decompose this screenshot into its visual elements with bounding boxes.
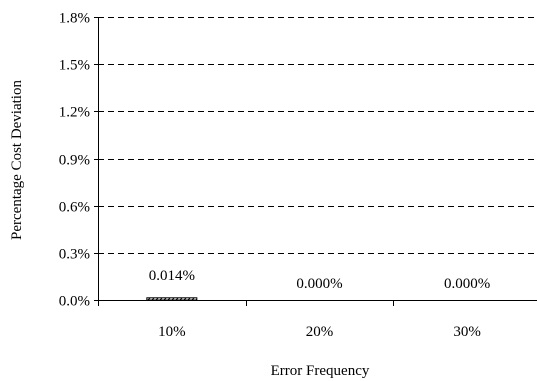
x-tick-labels: 10% 20% 30% (158, 324, 481, 340)
axes (94, 17, 537, 306)
y-tick-label-6: 1.8% (59, 11, 90, 27)
data-labels: 0.014% 0.000% 0.000% (149, 268, 491, 292)
y-axis-title: Percentage Cost Deviation (9, 80, 25, 240)
bar-0 (146, 297, 198, 301)
y-tick-label-3: 0.9% (59, 153, 90, 169)
x-tick-label-2: 30% (453, 324, 481, 340)
y-tick-label-2: 0.6% (59, 200, 90, 216)
x-axis-title: Error Frequency (271, 363, 370, 379)
y-tick-label-5: 1.5% (59, 58, 90, 74)
gridlines (98, 17, 537, 254)
bars (146, 297, 198, 301)
data-label-2: 0.000% (444, 276, 490, 292)
x-tick-label-1: 20% (306, 324, 334, 340)
x-tick-label-0: 10% (158, 324, 186, 340)
data-label-1: 0.000% (296, 276, 342, 292)
y-tick-labels: 0.0% 0.3% 0.6% 0.9% 1.2% 1.5% 1.8% (59, 11, 90, 310)
data-label-0: 0.014% (149, 268, 195, 284)
y-tick-label-1: 0.3% (59, 247, 90, 263)
y-tick-label-4: 1.2% (59, 105, 90, 121)
y-tick-label-0: 0.0% (59, 294, 90, 310)
